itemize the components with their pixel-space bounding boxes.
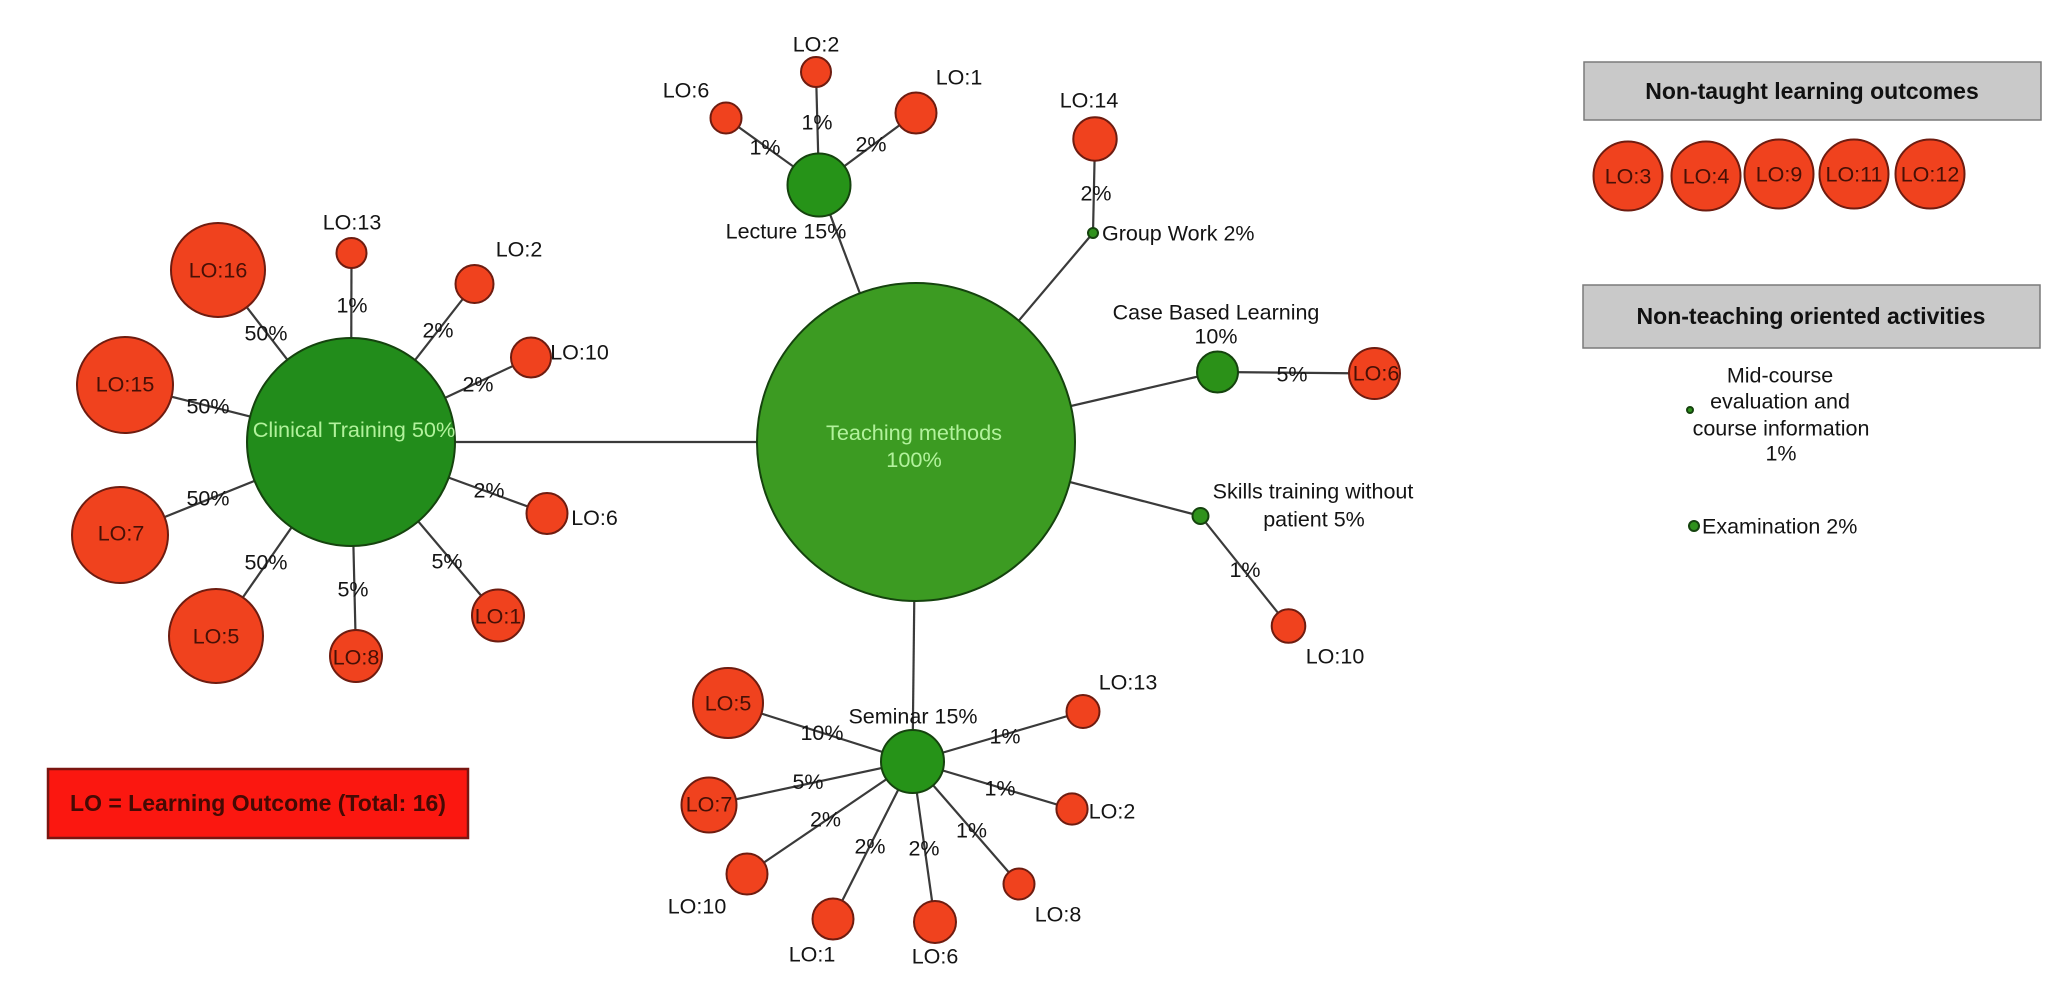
svg-text:LO:11: LO:11 [1826, 163, 1883, 187]
svg-text:1%: 1% [989, 725, 1020, 749]
svg-text:LO:10: LO:10 [668, 895, 727, 919]
svg-text:LO:16: LO:16 [189, 259, 248, 283]
svg-text:50%: 50% [244, 322, 287, 346]
svg-text:LO:6: LO:6 [571, 506, 618, 530]
svg-text:Non-taught learning outcomes: Non-taught learning outcomes [1645, 78, 1979, 104]
svg-text:evaluation and: evaluation and [1710, 390, 1850, 414]
svg-text:LO:6: LO:6 [1353, 362, 1400, 386]
svg-text:LO:10: LO:10 [1306, 645, 1365, 669]
svg-text:Clinical Training 50%: Clinical Training 50% [253, 417, 456, 442]
svg-text:LO:10: LO:10 [550, 341, 609, 365]
svg-text:LO:6: LO:6 [912, 945, 959, 969]
svg-text:Teaching methods: Teaching methods [826, 420, 1002, 445]
svg-text:LO:1: LO:1 [789, 943, 836, 967]
svg-text:Case Based Learning: Case Based Learning [1113, 301, 1320, 325]
svg-text:1%: 1% [336, 294, 367, 318]
svg-text:2%: 2% [1080, 182, 1111, 206]
svg-text:LO:2: LO:2 [793, 33, 840, 57]
svg-text:5%: 5% [337, 578, 368, 602]
svg-text:1%: 1% [749, 136, 780, 160]
svg-text:Group Work 2%: Group Work 2% [1102, 222, 1255, 246]
svg-text:LO:13: LO:13 [323, 211, 382, 235]
svg-text:patient 5%: patient 5% [1263, 508, 1365, 532]
svg-text:LO:5: LO:5 [193, 625, 240, 649]
svg-text:LO:5: LO:5 [705, 692, 752, 716]
svg-text:LO:13: LO:13 [1099, 671, 1158, 695]
svg-text:LO:2: LO:2 [496, 238, 543, 262]
svg-text:2%: 2% [855, 133, 886, 157]
svg-text:LO:8: LO:8 [333, 646, 380, 670]
svg-text:LO:15: LO:15 [96, 373, 155, 397]
svg-text:2%: 2% [462, 373, 493, 397]
svg-text:1%: 1% [801, 111, 832, 135]
svg-text:Mid-course: Mid-course [1727, 364, 1833, 388]
svg-text:5%: 5% [431, 550, 462, 574]
svg-text:LO:1: LO:1 [475, 605, 522, 629]
svg-text:LO:7: LO:7 [98, 522, 145, 546]
svg-text:5%: 5% [1276, 363, 1307, 387]
svg-text:LO = Learning Outcome (Total:: LO = Learning Outcome (Total: 16) [70, 790, 446, 816]
svg-text:LO:4: LO:4 [1683, 165, 1730, 189]
svg-text:Lecture 15%: Lecture 15% [726, 220, 847, 244]
svg-text:100%: 100% [886, 447, 941, 472]
svg-text:10%: 10% [1194, 325, 1237, 349]
svg-text:LO:14: LO:14 [1060, 89, 1119, 113]
svg-text:50%: 50% [186, 487, 229, 511]
svg-text:1%: 1% [1229, 558, 1260, 582]
svg-text:50%: 50% [186, 395, 229, 419]
svg-text:2%: 2% [908, 837, 939, 861]
svg-text:1%: 1% [1765, 442, 1796, 466]
svg-text:Skills training without: Skills training without [1213, 480, 1414, 504]
svg-text:course information: course information [1693, 417, 1870, 441]
svg-text:LO:1: LO:1 [936, 66, 983, 90]
svg-text:50%: 50% [244, 551, 287, 575]
svg-text:LO:12: LO:12 [1901, 163, 1960, 187]
svg-text:LO:9: LO:9 [1756, 163, 1803, 187]
svg-text:LO:8: LO:8 [1035, 903, 1082, 927]
svg-text:LO:6: LO:6 [663, 79, 710, 103]
svg-text:2%: 2% [473, 479, 504, 503]
svg-text:LO:2: LO:2 [1089, 800, 1136, 824]
svg-text:10%: 10% [800, 721, 843, 745]
svg-text:5%: 5% [792, 770, 823, 794]
svg-text:1%: 1% [956, 819, 987, 843]
svg-text:1%: 1% [984, 777, 1015, 801]
svg-text:Non-teaching oriented activiti: Non-teaching oriented activities [1637, 303, 1986, 329]
svg-text:2%: 2% [854, 835, 885, 859]
svg-text:LO:3: LO:3 [1605, 165, 1652, 189]
svg-text:2%: 2% [810, 808, 841, 832]
svg-text:Examination 2%: Examination 2% [1702, 515, 1857, 539]
svg-text:2%: 2% [422, 319, 453, 343]
svg-text:LO:7: LO:7 [686, 793, 733, 817]
svg-text:Seminar 15%: Seminar 15% [848, 705, 977, 729]
